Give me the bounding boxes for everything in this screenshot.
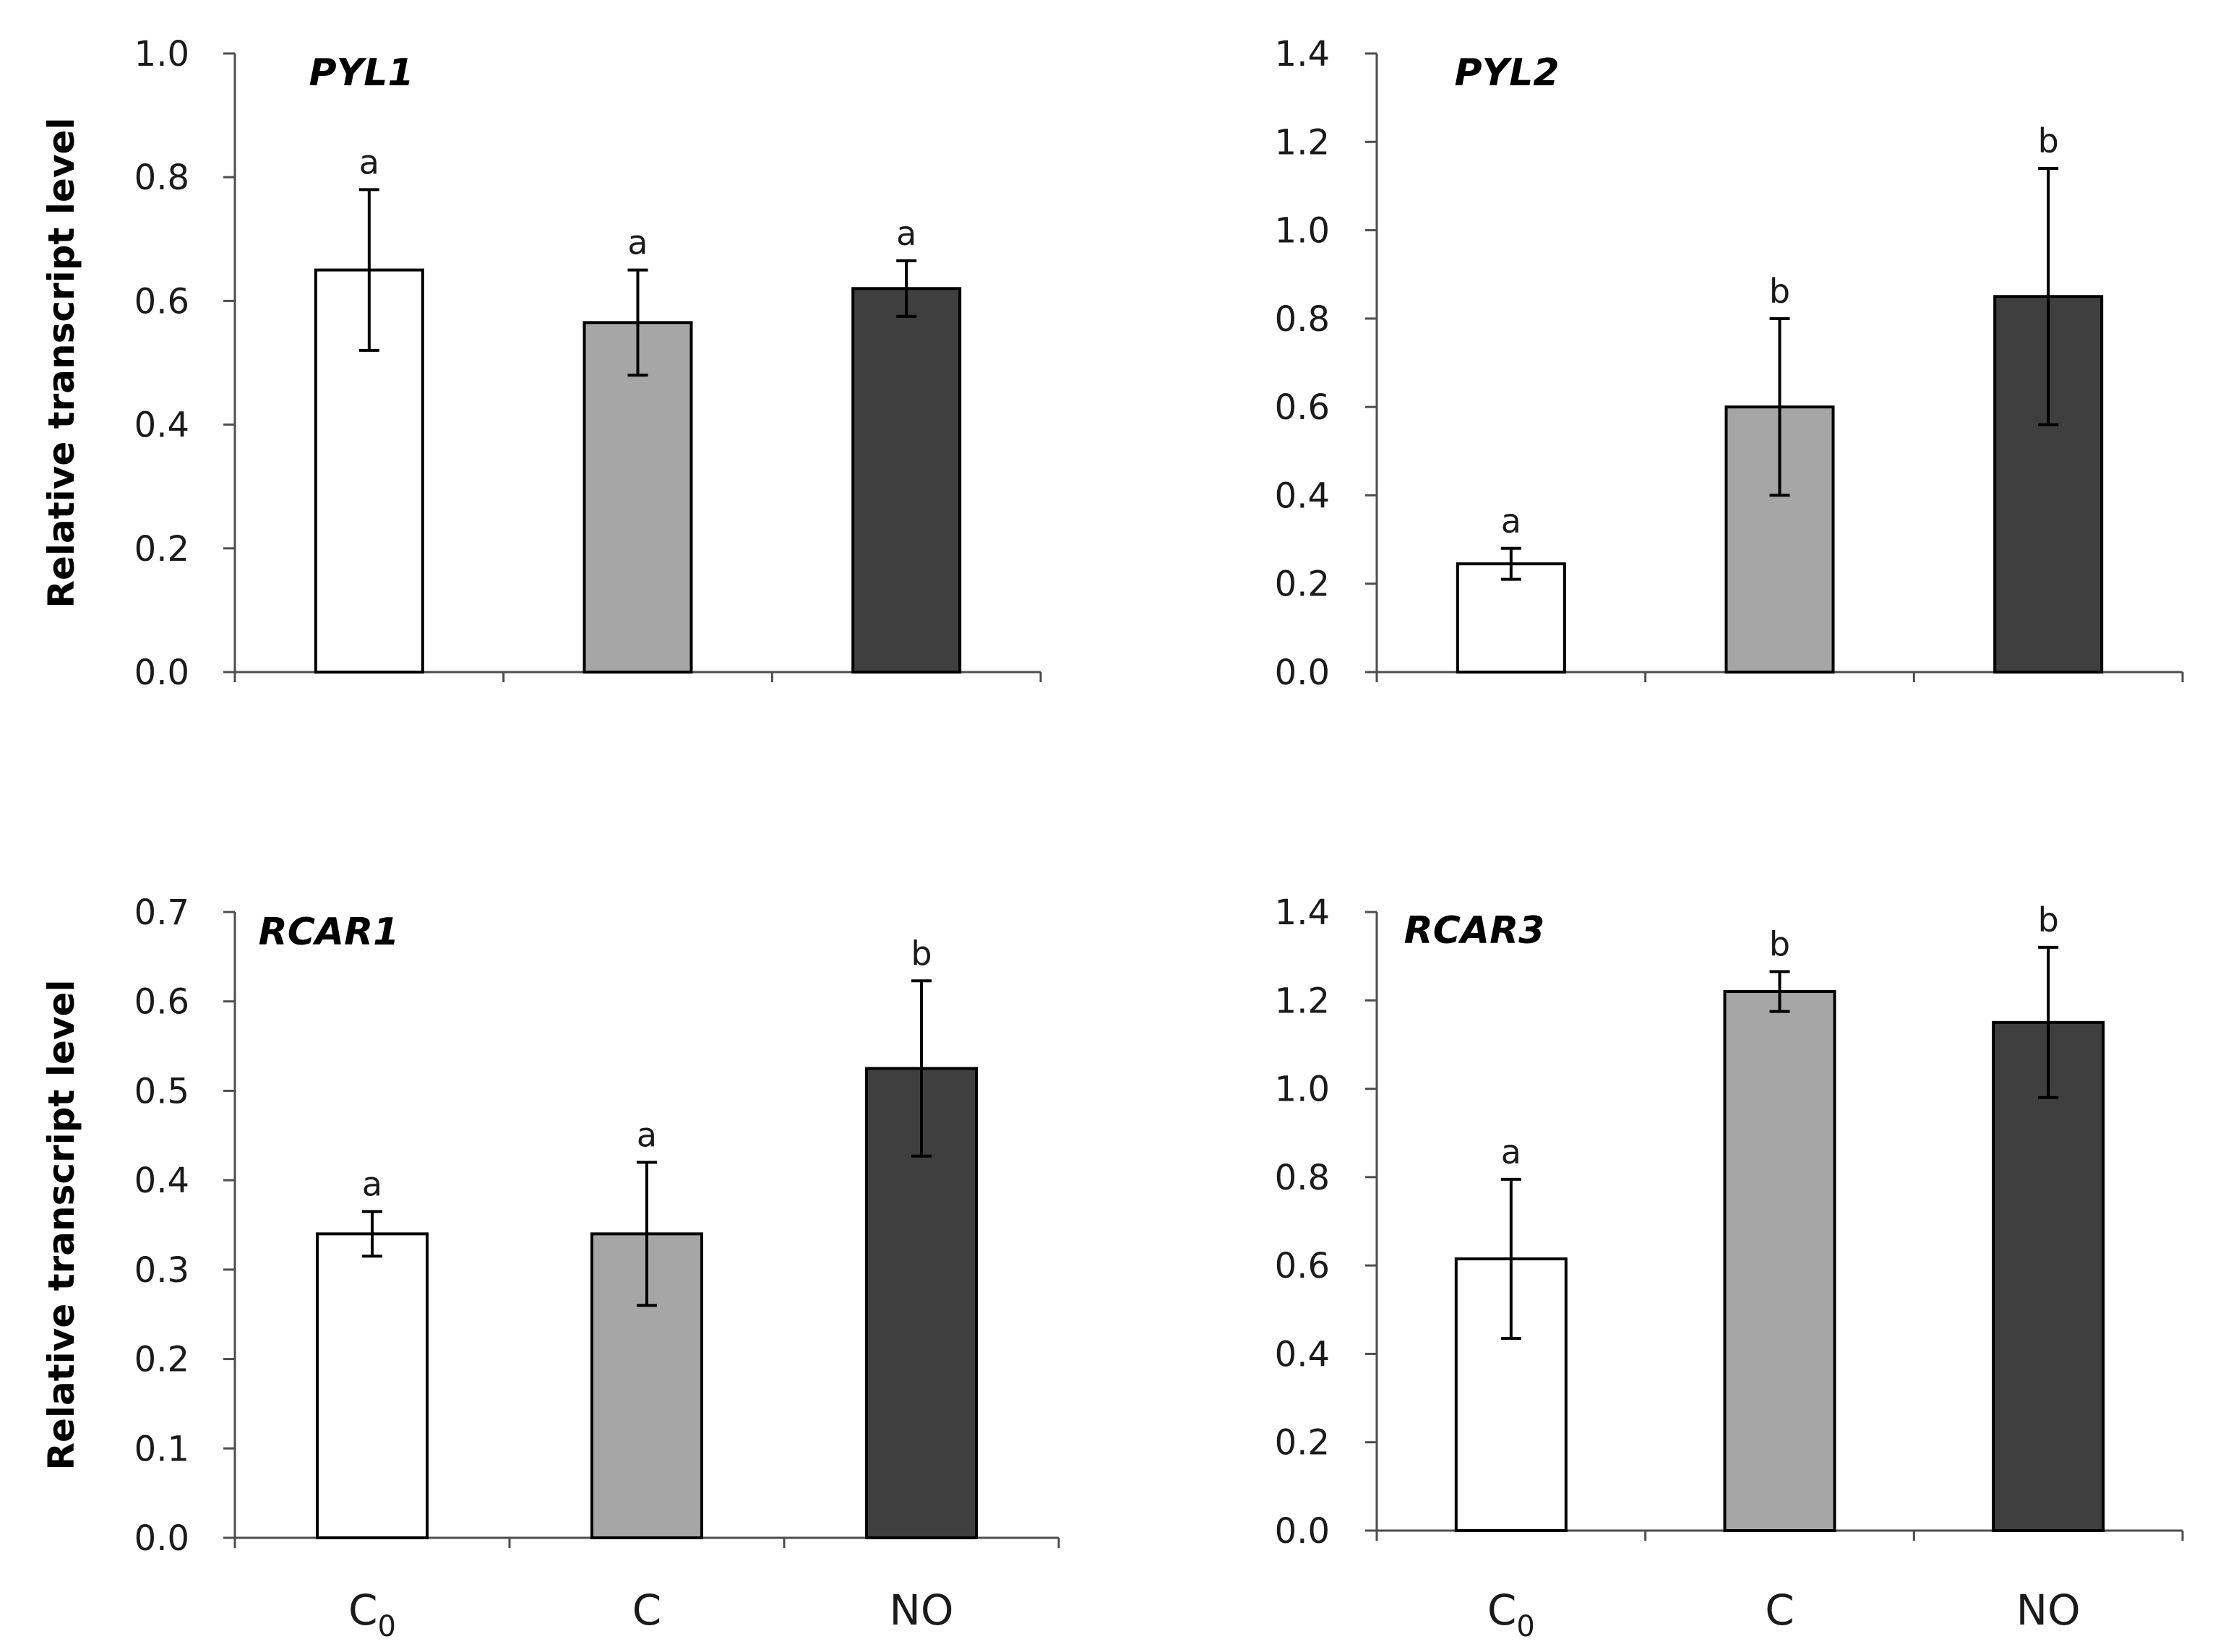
y-tick-label: 0.8	[1275, 299, 1330, 340]
panel-pyl2: 0.0 0.2 0.4 0.6 0.8 1.0 1.2 1.4 a b b PYL2	[1275, 34, 2184, 693]
significance-label: a	[362, 1164, 382, 1203]
panel-title: RCAR3	[1404, 909, 1545, 952]
x-category-label: C	[632, 1586, 662, 1635]
y-tick-label: 0.1	[134, 1429, 189, 1469]
y-tick-label: 0.3	[134, 1250, 189, 1291]
y-tick-label: 0.4	[134, 1161, 189, 1201]
significance-label: a	[359, 142, 379, 181]
y-tick-label: 1.4	[1275, 892, 1330, 933]
x-category-label: NO	[2016, 1586, 2081, 1635]
y-tick-label: 0.2	[134, 529, 189, 569]
y-axis-title: Relative transcript level	[40, 117, 82, 608]
significance-label: a	[627, 223, 648, 262]
bar-c	[1723, 990, 1836, 1532]
y-tick-label: 0.8	[1275, 1158, 1330, 1198]
x-axis-labels-left: C0 C NO	[348, 1586, 954, 1643]
x-category-subscript: 0	[1516, 1610, 1534, 1643]
y-tick-label: 0.0	[1275, 653, 1330, 693]
panel-rcar3: 0.0 0.2 0.4 0.6 0.8 1.0 1.2 1.4 a b b RCAR3	[1275, 892, 2184, 1552]
significance-label: a	[1501, 502, 1521, 541]
x-axis-labels-right: C0 C NO	[1487, 1586, 2081, 1643]
x-category-label: C0	[1487, 1586, 1535, 1643]
x-category-label: NO	[889, 1586, 953, 1635]
y-tick-label: 1.0	[1275, 211, 1330, 251]
x-category-subscript: 0	[378, 1610, 396, 1643]
y-axis-title: Relative transcript level	[40, 979, 82, 1470]
panel-title: RCAR1	[259, 911, 400, 954]
significance-label: b	[911, 934, 932, 973]
x-category-label: C0	[348, 1586, 396, 1643]
bar-c	[583, 321, 693, 674]
y-tick-label: 0.4	[134, 405, 189, 446]
bar-no	[1992, 1020, 2105, 1533]
panel-title: PYL1	[309, 51, 413, 95]
bar-c0	[316, 1232, 429, 1540]
y-tick-label: 1.4	[1275, 34, 1330, 74]
bar-no	[851, 287, 962, 674]
y-tick-label: 1.0	[1275, 1070, 1330, 1110]
y-tick-label: 0.0	[134, 1518, 189, 1559]
significance-label: b	[2038, 121, 2059, 160]
y-tick-label: 0.6	[134, 281, 189, 322]
y-tick-label: 0.2	[1275, 1423, 1330, 1463]
y-tick-label: 0.2	[134, 1340, 189, 1380]
y-tick-label: 0.0	[1275, 1511, 1330, 1552]
y-tick-label: 0.2	[1275, 564, 1330, 605]
y-tick-label: 1.2	[1275, 122, 1330, 163]
y-tick-label: 0.6	[1275, 1246, 1330, 1286]
panel-rcar1: 0.0 0.1 0.2 0.3 0.4 0.5 0.6 0.7 a a b RCAR1 Relative…	[40, 892, 1060, 1559]
y-tick-label: 0.0	[134, 653, 189, 693]
significance-label: a	[1501, 1132, 1521, 1171]
y-tick-label: 0.5	[134, 1071, 189, 1111]
panel-pyl1: 0.0 0.2 0.4 0.6 0.8 1.0 a a a PYL1 Relative transc…	[40, 34, 1042, 693]
y-tick-label: 0.6	[134, 982, 189, 1023]
significance-label: b	[1769, 272, 1790, 311]
x-category-label: C	[1765, 1586, 1794, 1635]
y-tick-label: 0.4	[1275, 476, 1330, 516]
significance-label: b	[2038, 900, 2059, 939]
y-tick-label: 0.8	[134, 158, 189, 198]
significance-label: a	[896, 214, 916, 253]
y-tick-label: 0.6	[1275, 387, 1330, 428]
panel-title: PYL2	[1454, 51, 1559, 95]
significance-label: a	[637, 1115, 657, 1154]
y-tick-label: 1.0	[134, 34, 189, 74]
bar-c0	[1456, 562, 1566, 674]
y-tick-label: 1.2	[1275, 981, 1330, 1021]
y-tick-label: 0.7	[134, 892, 189, 933]
y-tick-label: 0.4	[1275, 1334, 1330, 1374]
significance-label: b	[1769, 925, 1790, 964]
